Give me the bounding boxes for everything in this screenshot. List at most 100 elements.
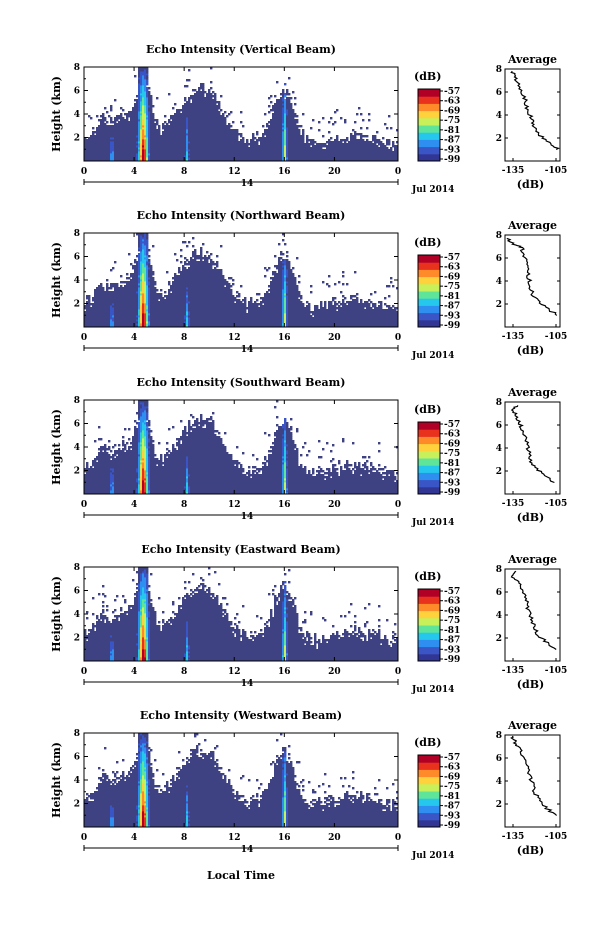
heatmap-cell (100, 125, 103, 128)
heatmap-cell (142, 159, 145, 162)
heatmap-cell (110, 141, 113, 144)
heatmap-cell (112, 157, 115, 160)
heatmap-cell (268, 105, 271, 108)
heatmap-cell (90, 155, 93, 158)
heatmap-cell (86, 141, 89, 144)
heatmap-cell (154, 137, 157, 140)
heatmap-cell (174, 151, 177, 154)
heatmap-cell (106, 139, 109, 142)
heatmap-cell (140, 83, 143, 86)
heatmap-cell (122, 131, 125, 134)
heatmap-cell (162, 157, 165, 160)
heatmap-cell (154, 281, 157, 284)
heatmap-cell (224, 111, 227, 114)
heatmap-cell (220, 109, 223, 112)
heatmap-cell (346, 137, 349, 140)
heatmap-cell (84, 155, 87, 158)
heatmap-cell (98, 139, 101, 142)
heatmap-cell (158, 153, 161, 156)
heatmap-cell (110, 121, 113, 124)
heatmap-cell (100, 115, 103, 118)
heatmap-cell (158, 159, 161, 162)
heatmap-cell (126, 155, 129, 158)
heatmap-cell (128, 135, 131, 138)
heatmap-cell (146, 87, 149, 90)
heatmap-cell (132, 153, 135, 156)
heatmap-cell (138, 113, 141, 116)
heatmap-cell (110, 133, 113, 136)
heatmap-cell (218, 101, 221, 104)
heatmap-cell (140, 153, 143, 156)
heatmap-cell (108, 145, 111, 148)
heatmap-cell (168, 149, 171, 152)
heatmap-cell (162, 151, 165, 154)
heatmap-cell (130, 115, 133, 118)
heatmap-cell (148, 131, 151, 134)
heatmap-cell (132, 123, 135, 126)
heatmap-cell (140, 133, 143, 136)
heatmap-cell (142, 101, 145, 104)
heatmap-cell (128, 121, 131, 124)
heatmap-cell (96, 141, 99, 144)
heatmap-cell (140, 91, 143, 94)
colorbar-tick-label: -69 (444, 106, 460, 116)
heatmap-cell (160, 135, 163, 138)
heatmap-cell (124, 113, 127, 116)
heatmap-cell (134, 109, 137, 112)
heatmap-cell (110, 159, 113, 162)
heatmap-cell (118, 159, 121, 162)
heatmap-cell (184, 241, 187, 244)
heatmap-cell (134, 131, 137, 134)
heatmap-cell (134, 137, 137, 140)
heatmap-cell (152, 147, 155, 150)
heatmap-cell (168, 131, 171, 134)
heatmap-cell (142, 157, 145, 160)
heatmap-cell (120, 275, 123, 278)
heatmap-cell (126, 151, 129, 154)
heatmap-cell (146, 133, 149, 136)
heatmap-cell (126, 129, 129, 132)
heatmap-cell (150, 111, 153, 114)
heatmap-cell (158, 149, 161, 152)
heatmap-cell (134, 151, 137, 154)
heatmap-cell (146, 91, 149, 94)
heatmap-cell (120, 151, 123, 154)
heatmap-cell (138, 145, 141, 148)
heatmap-cell (114, 149, 117, 152)
heatmap-cell (142, 91, 145, 94)
heatmap-cell (116, 137, 119, 140)
heatmap-cell (172, 141, 175, 144)
heatmap-cell (144, 159, 147, 162)
heatmap-cell (162, 145, 165, 148)
heatmap-cell (114, 133, 117, 136)
heatmap-cell (120, 131, 123, 134)
heatmap-cell (134, 107, 137, 110)
heatmap-cell (140, 149, 143, 152)
heatmap-cell (132, 131, 135, 134)
heatmap-cell (90, 151, 93, 154)
heatmap-cell (130, 117, 133, 120)
heatmap-cell (150, 113, 153, 116)
heatmap-cell (136, 117, 139, 120)
heatmap-cell (156, 153, 159, 156)
heatmap-cell (114, 159, 117, 162)
colorbar-segment (418, 132, 440, 140)
heatmap-cell (166, 157, 169, 160)
heatmap-cell (100, 119, 103, 122)
heatmap-cell (138, 117, 141, 120)
heatmap-cell (158, 125, 161, 128)
heatmap-cell (144, 137, 147, 140)
heatmap-cell (108, 149, 111, 152)
heatmap-cell (106, 155, 109, 158)
heatmap-cell (164, 151, 167, 154)
average-frame (504, 68, 561, 162)
heatmap-cell (92, 145, 95, 148)
heatmap-cell (172, 117, 175, 120)
heatmap-cell (150, 117, 153, 120)
heatmap-cell (148, 141, 151, 144)
heatmap-cell (330, 117, 333, 120)
heatmap-cell (136, 155, 139, 158)
heatmap-cell (140, 99, 143, 102)
heatmap-cell (116, 151, 119, 154)
heatmap-cell (128, 153, 131, 156)
